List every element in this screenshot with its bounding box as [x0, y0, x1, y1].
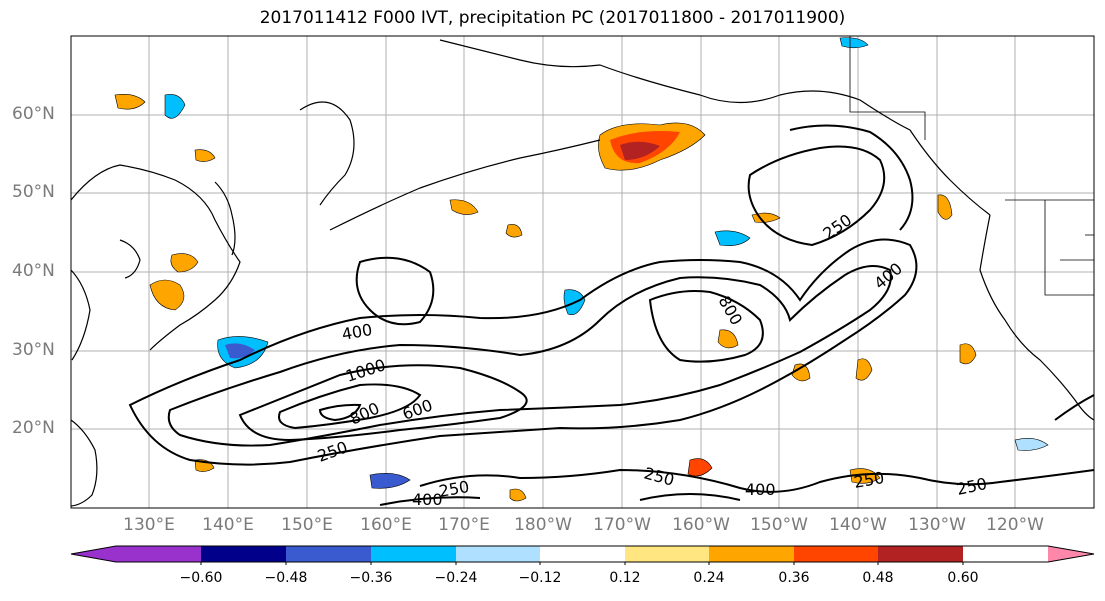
lon-label: 130°E — [123, 515, 175, 535]
lon-label: 140°E — [202, 515, 254, 535]
colorbar-tick-label: 0.12 — [609, 570, 641, 586]
colorbar-tick-label: 0.24 — [693, 570, 725, 586]
lon-label: 170°W — [593, 515, 651, 535]
colorbar-extend-high — [1048, 546, 1094, 562]
lon-label: 160°W — [672, 515, 730, 535]
lon-label: 150°E — [281, 515, 333, 535]
lat-label: 30°N — [12, 340, 55, 360]
colorbar-tick-label: 0.60 — [947, 570, 979, 586]
lon-label: 170°E — [438, 515, 490, 535]
lon-label: 140°W — [829, 515, 887, 535]
map-title: 2017011412 F000 IVT, precipitation PC (2… — [259, 8, 846, 28]
ivt-contours — [128, 124, 1095, 506]
colorbar-tick-label: −0.36 — [349, 570, 393, 586]
colorbar-swatch — [794, 546, 878, 562]
colorbar-tick-label: 0.48 — [862, 570, 894, 586]
lat-label: 60°N — [12, 104, 55, 124]
colorbar-tick-label: −0.12 — [518, 570, 562, 586]
lon-label: 130°W — [908, 515, 966, 535]
colorbar-tick-label: −0.60 — [179, 570, 223, 586]
colorbar — [70, 545, 1095, 565]
colorbar-extend-low — [71, 546, 116, 562]
lat-label: 50°N — [12, 182, 55, 202]
colorbar-tick-label: 0.36 — [778, 570, 810, 586]
lat-label: 20°N — [12, 418, 55, 438]
colorbar-swatch — [201, 546, 286, 562]
coastlines — [70, 39, 1095, 507]
lon-label: 120°W — [986, 515, 1044, 535]
borders — [849, 36, 1094, 296]
colorbar-swatch — [456, 546, 540, 562]
contour-label: 400 — [745, 480, 776, 499]
lon-label: 150°W — [750, 515, 808, 535]
colorbar-swatch — [625, 546, 709, 562]
colorbar-swatch — [540, 546, 625, 562]
lon-label: 180°W — [514, 515, 572, 535]
contour-label: 400 — [412, 490, 443, 509]
colorbar-swatch — [371, 546, 456, 562]
colorbar-swatch — [116, 546, 201, 562]
colorbar-tick-label: −0.48 — [264, 570, 308, 586]
lat-label: 40°N — [12, 261, 55, 281]
colorbar-swatch — [709, 546, 794, 562]
precip-patches — [114, 37, 1049, 502]
colorbar-swatch — [286, 546, 371, 562]
lon-label: 160°E — [360, 515, 412, 535]
colorbar-tick-label: −0.24 — [434, 570, 478, 586]
colorbar-swatch — [878, 546, 963, 562]
